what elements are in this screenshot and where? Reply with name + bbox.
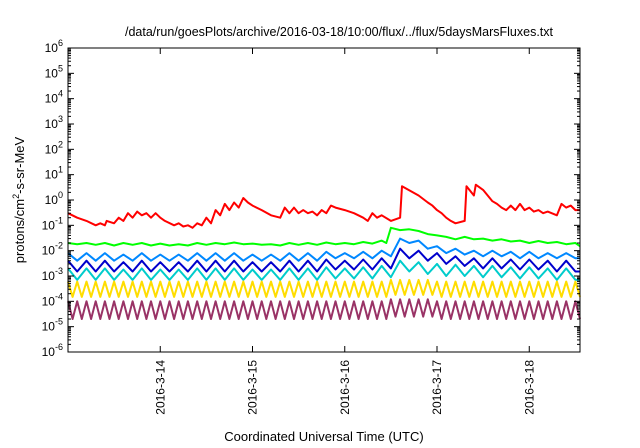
x-tick-label: 2016-3-15: [246, 360, 260, 415]
y-tick-label: 102: [45, 139, 63, 156]
series-line-5: [67, 259, 580, 281]
series-layer: [67, 183, 581, 320]
series-line-7: [67, 298, 581, 320]
y-axis-title: protons/cm2-s-sr-MeV: [11, 136, 27, 263]
y-tick-label: 103: [45, 114, 63, 131]
series-line-2: [67, 226, 581, 248]
x-axis-title: Coordinated Universal Time (UTC): [224, 429, 423, 444]
chart-title: /data/run/goesPlots/archive/2016-03-18/1…: [125, 25, 554, 39]
x-tick-label: 2016-3-17: [430, 360, 444, 415]
series-line-1: [67, 183, 580, 229]
y-tick-label: 10-5: [42, 317, 63, 334]
series-line-6: [67, 278, 581, 298]
y-axis-title-base: protons/cm: [12, 199, 27, 263]
y-tick-label: 10-1: [42, 215, 63, 232]
x-tick-label: 2016-3-16: [338, 360, 352, 415]
y-axis-title-exp: 2: [11, 194, 21, 199]
x-tick-label: 2016-3-14: [153, 360, 167, 415]
x-axis: 2016-3-14 2016-3-15 2016-3-16 2016-3-17 2016…: [153, 48, 536, 415]
y-tick-label: 104: [45, 89, 63, 106]
y-tick-label: 101: [45, 165, 63, 182]
y-tick-label: 10-6: [42, 342, 63, 359]
y-tick-label: 10-3: [42, 266, 63, 283]
series-line-4: [67, 247, 580, 273]
plot-frame: [67, 47, 581, 353]
y-tick-label: 10-4: [42, 291, 63, 308]
series-line-3: [67, 237, 580, 262]
y-axis-title-rest: -s-sr-MeV: [12, 136, 27, 193]
y-tick-label: 105: [45, 63, 63, 80]
y-tick-label: 100: [45, 190, 63, 207]
y-axis: 10-6 10-5 10-4 10-3 10-2 10-1 100 101 102 103 104 1…: [42, 38, 580, 359]
y-tick-label: 106: [45, 38, 63, 55]
x-tick-label: 2016-3-18: [522, 360, 536, 415]
y-tick-label: 10-2: [42, 241, 63, 258]
